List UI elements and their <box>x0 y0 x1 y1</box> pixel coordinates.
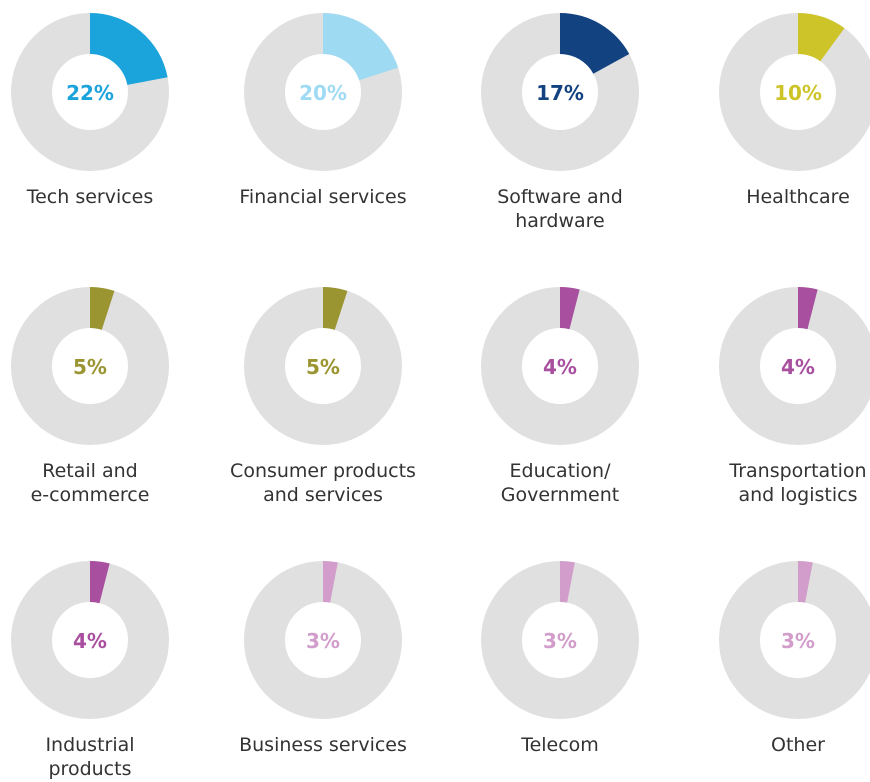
donut-slice <box>323 287 348 330</box>
donut-slice <box>323 13 399 81</box>
chart-title: Retail and e-commerce <box>30 460 150 506</box>
donut-slice <box>798 13 845 62</box>
value-label: 20% <box>299 81 347 105</box>
donut-slice <box>90 561 110 604</box>
value-label: 3% <box>306 629 340 653</box>
donut-slice <box>90 13 168 85</box>
chart-title: Financial services <box>239 186 407 208</box>
chart-title: Consumer products and services <box>230 460 416 506</box>
chart-title: Transportation and logistics <box>729 460 867 506</box>
donut-slice <box>560 561 575 603</box>
value-label: 4% <box>781 355 815 379</box>
donut-slice <box>90 287 115 330</box>
value-label: 5% <box>73 355 107 379</box>
value-label: 10% <box>774 81 822 105</box>
value-label: 22% <box>66 81 114 105</box>
value-label: 17% <box>536 81 584 105</box>
chart-title: Telecom <box>521 734 599 756</box>
chart-title: Healthcare <box>746 186 850 208</box>
donut-slice <box>560 287 580 330</box>
value-label: 4% <box>543 355 577 379</box>
chart-title: Education/ Government <box>500 460 620 506</box>
donut-slice <box>560 13 630 74</box>
donut-slice <box>323 561 338 603</box>
value-label: 3% <box>543 629 577 653</box>
donut-slice <box>798 561 813 603</box>
value-label: 4% <box>73 629 107 653</box>
chart-title: Business services <box>239 734 407 756</box>
chart-title: Software and hardware <box>497 186 623 232</box>
value-label: 5% <box>306 355 340 379</box>
donut-slice <box>798 287 818 330</box>
chart-title: Tech services <box>26 186 154 208</box>
chart-title: Industrial products <box>45 734 135 780</box>
value-label: 3% <box>781 629 815 653</box>
chart-title: Other <box>771 734 825 756</box>
